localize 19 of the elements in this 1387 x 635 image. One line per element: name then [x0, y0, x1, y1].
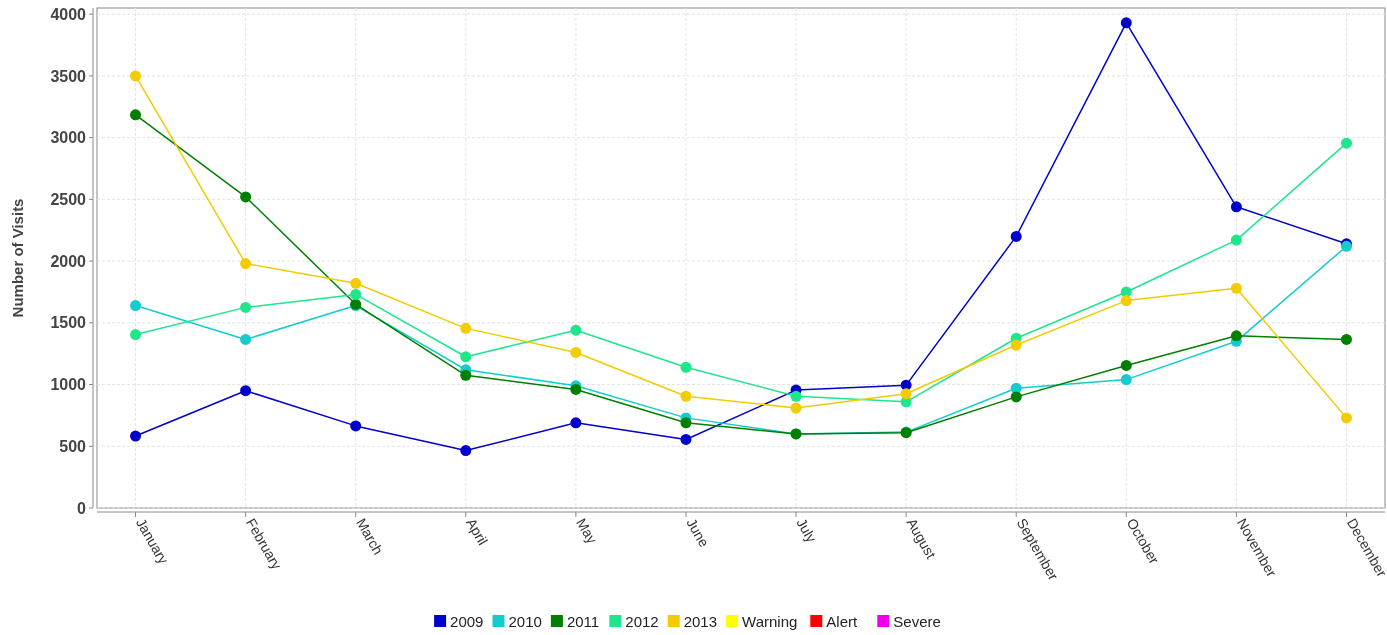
- y-axis-title: Number of Visits: [9, 198, 26, 318]
- legend-label: 2011: [566, 613, 600, 630]
- legend-label: Alert: [826, 613, 858, 630]
- legend-label: Severe: [893, 613, 941, 630]
- y-tick-label: 2000: [50, 252, 87, 270]
- y-tick-label: 4000: [50, 5, 87, 23]
- y-tick-label: 1000: [50, 376, 87, 394]
- y-tick-label: 3000: [50, 129, 87, 147]
- y-tick-label: 3500: [50, 67, 87, 85]
- legend-label: Warning: [742, 613, 798, 630]
- y-tick-label: 500: [59, 437, 87, 455]
- legend-label: 2013: [683, 613, 718, 630]
- y-tick-label: 1500: [50, 314, 87, 332]
- y-tick-label: 2500: [50, 190, 87, 208]
- legend-label: 2010: [508, 613, 542, 630]
- y-tick-label: 0: [77, 499, 87, 517]
- legend-label: 2009: [450, 613, 484, 630]
- legend-label: 2012: [625, 613, 659, 630]
- x-tick-label: July: [793, 515, 820, 546]
